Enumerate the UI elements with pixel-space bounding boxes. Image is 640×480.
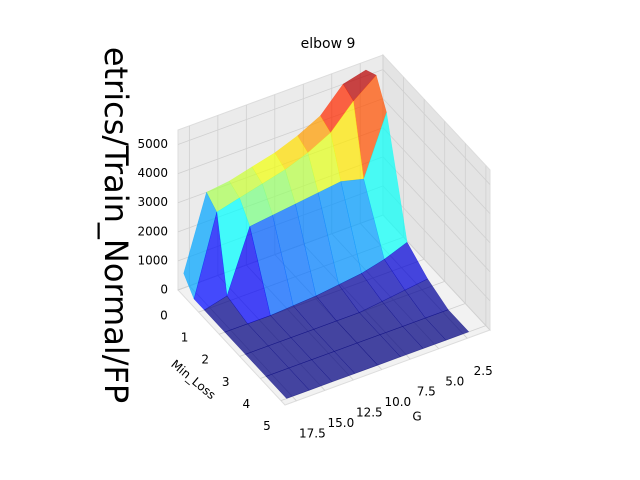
z-tick-label: 3000 [137,195,168,209]
z-tick-label: 1000 [137,253,168,267]
x-tick-label: 17.5 [299,426,326,440]
grid-line [382,156,491,273]
x-tick-label: 10.0 [384,395,411,409]
y-tick-label: 1 [181,331,189,345]
y-tick-label: 3 [222,375,230,389]
grid-line [382,127,491,243]
x-tick-label: 5.0 [445,374,464,388]
z-tick-label: 4000 [137,166,168,180]
y-tick-label: 4 [242,397,250,411]
x-tick-label: 7.5 [417,385,436,399]
z-axis-label: etrics/Train_Normal/FP [97,47,135,403]
chart-title: elbow 9 [301,36,356,52]
x-axis-label: G [412,410,421,424]
y-tick-label: 5 [263,419,271,433]
z-tick-label: 2000 [137,224,168,238]
y-axis-label: Min_Loss [168,357,218,402]
surface-patch [265,367,310,399]
z-tick-label: 0 [160,283,168,297]
y-tick-label: 0 [160,309,168,323]
y-tick-label: 2 [201,353,209,367]
grid-line [382,98,491,214]
x-tick-label: 15.0 [328,416,355,430]
x-tick-label: 2.5 [474,364,493,378]
x-tick-label: 12.5 [356,406,383,420]
grid-line [382,69,491,185]
z-tick-label: 5000 [137,137,168,151]
